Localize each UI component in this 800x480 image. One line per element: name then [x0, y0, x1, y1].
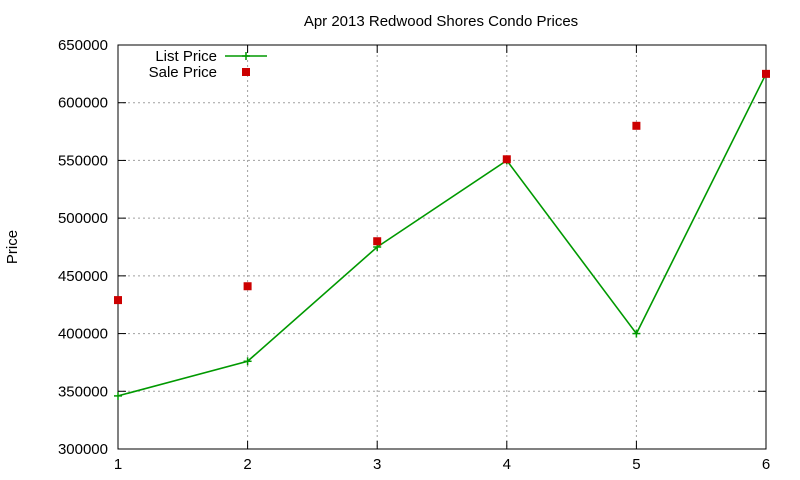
- legend: List Price Sale Price: [149, 48, 267, 81]
- x-tick-label: 3: [373, 456, 381, 473]
- y-tick-label: 400000: [58, 326, 108, 343]
- y-tick-label: 350000: [58, 383, 108, 400]
- plot-frame: [117, 44, 767, 450]
- sale-price-point: [762, 69, 770, 78]
- legend-marker-list-price: [242, 52, 250, 60]
- y-tick-label: 650000: [58, 37, 108, 54]
- y-axis-label: Price: [4, 230, 21, 264]
- sale-price-point: [373, 237, 382, 246]
- axis-ticks: 300000 350000 400000 450000 500000 550000 6000…: [58, 37, 770, 473]
- sale-price-point: [502, 155, 511, 164]
- legend-marker-sale-price: [242, 68, 250, 76]
- legend-label-sale-price: Sale Price: [149, 64, 217, 81]
- legend-label-list-price: List Price: [155, 48, 217, 65]
- sale-price-point: [114, 296, 122, 305]
- sale-price-point: [243, 282, 252, 291]
- x-tick-label: 5: [632, 456, 640, 473]
- x-tick-label: 6: [762, 456, 770, 473]
- x-tick-label: 4: [503, 456, 511, 473]
- sale-price-point: [632, 121, 641, 130]
- x-tick-label: 1: [114, 456, 122, 473]
- y-tick-label: 550000: [58, 152, 108, 169]
- y-tick-label: 450000: [58, 268, 108, 285]
- y-tick-label: 500000: [58, 210, 108, 227]
- list-price-line: [117, 73, 767, 397]
- series: [114, 69, 770, 400]
- list-price-point: [114, 391, 122, 400]
- list-price-point: [243, 357, 252, 366]
- grid: [118, 45, 766, 449]
- y-tick-label: 600000: [58, 95, 108, 112]
- list-price-point: [632, 329, 641, 338]
- y-tick-label: 300000: [58, 441, 108, 458]
- chart-title: Apr 2013 Redwood Shores Condo Prices: [304, 13, 578, 30]
- x-tick-label: 2: [243, 456, 251, 473]
